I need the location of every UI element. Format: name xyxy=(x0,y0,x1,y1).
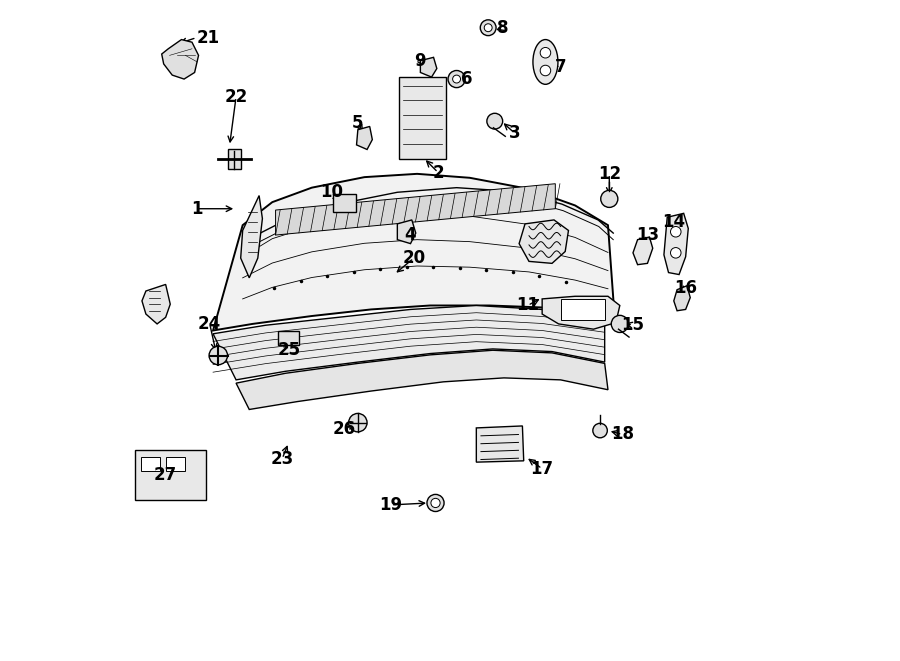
Polygon shape xyxy=(397,220,416,244)
Polygon shape xyxy=(213,174,615,330)
FancyBboxPatch shape xyxy=(561,299,606,320)
Polygon shape xyxy=(633,237,652,264)
Polygon shape xyxy=(519,220,569,263)
Text: 18: 18 xyxy=(611,426,634,444)
Ellipse shape xyxy=(209,346,228,365)
Text: 12: 12 xyxy=(598,165,621,183)
Ellipse shape xyxy=(431,498,440,508)
Text: 9: 9 xyxy=(415,52,427,69)
Text: 17: 17 xyxy=(531,460,554,478)
FancyBboxPatch shape xyxy=(333,194,356,212)
Ellipse shape xyxy=(453,75,461,83)
Text: 14: 14 xyxy=(662,213,686,231)
Text: 23: 23 xyxy=(271,450,293,468)
Ellipse shape xyxy=(611,315,628,332)
Polygon shape xyxy=(142,284,170,324)
Text: 2: 2 xyxy=(432,163,444,182)
Text: 24: 24 xyxy=(198,315,221,333)
Polygon shape xyxy=(162,40,199,79)
Text: 8: 8 xyxy=(497,19,508,37)
Polygon shape xyxy=(420,58,436,77)
Text: 25: 25 xyxy=(277,341,301,359)
Polygon shape xyxy=(356,126,373,149)
Ellipse shape xyxy=(670,227,681,237)
Ellipse shape xyxy=(481,20,496,36)
Polygon shape xyxy=(542,296,620,329)
Polygon shape xyxy=(674,286,690,311)
Text: 16: 16 xyxy=(674,279,698,297)
FancyBboxPatch shape xyxy=(140,457,160,471)
FancyBboxPatch shape xyxy=(228,149,240,169)
Polygon shape xyxy=(476,426,524,462)
Text: 27: 27 xyxy=(154,466,177,485)
Ellipse shape xyxy=(600,190,617,208)
Text: 4: 4 xyxy=(405,226,417,244)
Text: 15: 15 xyxy=(622,316,644,334)
Text: 7: 7 xyxy=(554,58,566,76)
Ellipse shape xyxy=(348,413,367,432)
Text: 21: 21 xyxy=(196,28,220,46)
Ellipse shape xyxy=(487,113,503,129)
Text: 3: 3 xyxy=(508,124,520,142)
Text: 19: 19 xyxy=(379,496,402,514)
Polygon shape xyxy=(240,196,263,278)
FancyBboxPatch shape xyxy=(277,330,299,345)
Polygon shape xyxy=(213,305,605,380)
Text: 13: 13 xyxy=(636,226,659,244)
Text: 20: 20 xyxy=(402,249,426,267)
Ellipse shape xyxy=(540,65,551,76)
Ellipse shape xyxy=(533,40,558,85)
Ellipse shape xyxy=(593,423,608,438)
Text: 22: 22 xyxy=(224,88,248,106)
Ellipse shape xyxy=(448,71,465,88)
Polygon shape xyxy=(236,350,608,409)
Ellipse shape xyxy=(427,494,444,512)
Text: 26: 26 xyxy=(333,420,356,438)
Ellipse shape xyxy=(670,248,681,258)
Text: 5: 5 xyxy=(352,114,364,132)
FancyBboxPatch shape xyxy=(399,77,446,159)
Polygon shape xyxy=(275,184,555,235)
Text: 1: 1 xyxy=(191,200,202,217)
Polygon shape xyxy=(664,214,689,274)
Ellipse shape xyxy=(484,24,492,32)
Text: 11: 11 xyxy=(517,297,539,315)
Text: 10: 10 xyxy=(320,183,343,201)
FancyBboxPatch shape xyxy=(166,457,185,471)
FancyBboxPatch shape xyxy=(135,450,206,500)
Text: 6: 6 xyxy=(461,70,472,88)
Ellipse shape xyxy=(540,48,551,58)
